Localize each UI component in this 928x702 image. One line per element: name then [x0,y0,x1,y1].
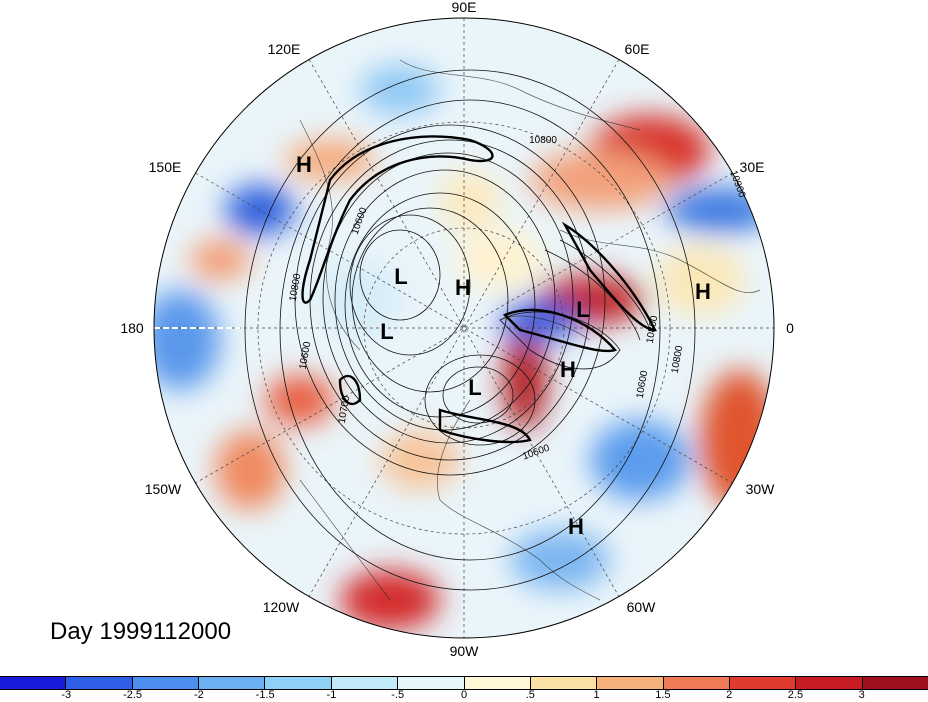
lon-label-30e: 30E [740,159,765,175]
date-title: Day 1999112000 [50,618,232,645]
colorbar-swatch [199,677,266,689]
high-marker: H [455,275,471,300]
high-marker: H [695,279,711,304]
colorbar-tick-labels: -3 -2.5 -2 -1.5 -1 -.5 0 .5 1 1.5 2 2.5 3 [0,689,928,702]
low-marker: L [576,297,589,322]
polar-stereographic-map: 90E 60E 30E 0 30W 60W 90W 120W 150W 180 … [120,0,794,659]
lon-label-120e: 120E [268,41,301,57]
colorbar-swatch [0,677,67,689]
colorbar-swatch [331,677,399,689]
colorbar-swatch [796,677,863,689]
colorbar-tick-label: 1 [593,689,600,701]
colorbar-tick-label: -2.5 [123,689,143,701]
colorbar-tick-label: 3 [858,689,865,701]
low-marker: L [468,375,481,400]
colorbar-tick-label: -2 [193,689,204,701]
high-marker: H [560,357,576,382]
colorbar-swatch [464,677,531,689]
anomaly-shading [154,18,774,638]
colorbar-swatch [398,677,465,689]
colorbar-tick-label: -3 [61,689,72,701]
colorbar-tick-label: .5 [525,689,535,701]
lon-label-60w: 60W [627,599,657,615]
colorbar-tick-label: -1.5 [255,689,275,701]
wind-speed-contours [301,135,657,444]
lon-label-180: 180 [120,320,144,336]
colorbar-swatch [132,677,200,689]
colorbar-tick-label: 2.5 [787,689,804,701]
colorbar-swatch [597,677,664,689]
colorbar-tick-label: 0 [460,689,468,701]
longitude-labels: 90E 60E 30E 0 30W 60W 90W 120W 150W 180 … [120,0,794,659]
lon-label-150e: 150E [149,159,182,175]
pressure-system-markers: H H L H L L H L H H [296,152,711,539]
graticule [154,18,774,638]
colorbar-tick-label: 2 [726,689,733,701]
colorbar-swatch [729,677,797,689]
lon-label-150w: 150W [145,481,182,497]
colorbar-swatch [66,677,133,689]
lon-label-90w: 90W [450,643,480,659]
contour-label: 10800 [645,314,661,344]
colorbar-tick-label: 1.5 [655,689,671,701]
colorbar-tick-label: -1 [326,689,337,701]
colorbar-swatch [530,677,598,689]
lon-label-120w: 120W [263,599,300,615]
colorbar-swatch [265,677,332,689]
contour-label: 10700 [337,394,353,424]
lon-label-0: 0 [786,320,794,336]
lon-label-60e: 60E [625,41,650,57]
map-boundary [153,17,775,639]
contour-label: 10800 [529,135,557,146]
high-marker: H [568,514,584,539]
low-marker: L [394,264,407,289]
colorbar [0,676,928,690]
contour-label: 10800 [288,272,304,302]
height-contours [244,69,696,591]
high-marker: H [296,152,312,177]
contour-label: 10600 [635,369,651,399]
low-marker: L [380,319,393,344]
contour-label: 10800 [670,344,686,374]
colorbar-swatch [862,677,928,689]
contour-label: 10600 [298,340,314,370]
lon-label-90e: 90E [452,0,477,15]
colorbar-swatch [663,677,730,689]
colorbar-tick-label: -.5 [391,689,405,701]
lon-label-30w: 30W [746,481,776,497]
